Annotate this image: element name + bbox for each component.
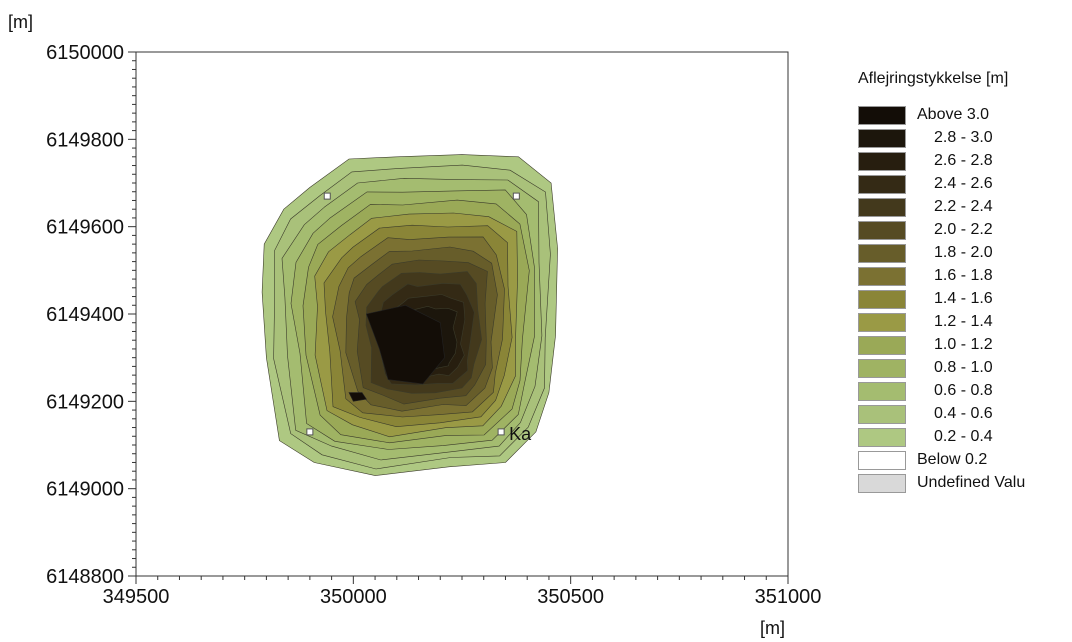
legend-item: 1.0 - 1.2 (858, 334, 1072, 357)
y-axis-unit-label: [m] (8, 12, 33, 32)
legend-swatch (858, 382, 906, 401)
station-label: Ka (509, 424, 532, 444)
legend-title: Aflejringstykkelse [m] (858, 70, 1009, 87)
legend-swatch (858, 428, 906, 447)
legend-label: 2.2 - 2.4 (934, 198, 993, 215)
legend-swatch (858, 405, 906, 424)
y-tick-label: 6149000 (46, 479, 124, 501)
legend-label: 0.2 - 0.4 (934, 428, 993, 445)
legend-label: 0.8 - 1.0 (934, 359, 993, 376)
station-marker-4 (497, 428, 505, 436)
contour-peak-2 (348, 392, 367, 402)
legend-swatch (858, 106, 906, 125)
legend-label: 1.8 - 2.0 (934, 244, 993, 261)
legend-swatch (858, 221, 906, 240)
legend-label: Below 0.2 (917, 451, 988, 468)
y-tick-label: 6149600 (46, 217, 124, 239)
legend-item: 2.2 - 2.4 (858, 196, 1072, 219)
legend-swatch (858, 290, 906, 309)
legend-swatch (858, 359, 906, 378)
x-tick-label: 349500 (103, 586, 170, 608)
axes-layer: 349500 350000 350500 351000 6150000 6149800 61… (46, 42, 821, 608)
legend-swatch (858, 198, 906, 217)
legend-swatch (858, 313, 906, 332)
legend-item: 2.6 - 2.8 (858, 150, 1072, 173)
legend-swatch (858, 267, 906, 286)
legend-item: 2.8 - 3.0 (858, 127, 1072, 150)
legend-item: 1.6 - 1.8 (858, 265, 1072, 288)
legend-label: 2.0 - 2.2 (934, 221, 993, 238)
legend-item: 0.6 - 0.8 (858, 380, 1072, 403)
point-layer: Ka (306, 192, 532, 444)
legend-item: 0.4 - 0.6 (858, 403, 1072, 426)
legend-item: 2.0 - 2.2 (858, 219, 1072, 242)
legend-items: Above 3.0 2.8 - 3.0 2.6 - 2.8 2.4 - 2.6 2.2 … (858, 104, 1072, 495)
legend-item: 2.4 - 2.6 (858, 173, 1072, 196)
contour-peak-1 (365, 304, 445, 385)
x-tick-label: 350000 (320, 586, 387, 608)
legend-label: Undefined Valu (917, 474, 1026, 491)
x-tick-label: 351000 (755, 586, 822, 608)
legend-item: Undefined Valu (858, 472, 1072, 495)
legend-label: 1.0 - 1.2 (934, 336, 993, 353)
station-marker-1 (323, 192, 331, 200)
legend-item: 0.8 - 1.0 (858, 357, 1072, 380)
legend-label: 2.6 - 2.8 (934, 152, 993, 169)
y-tick-label: 6150000 (46, 42, 124, 64)
x-tick-label: 350500 (537, 586, 604, 608)
station-marker-2 (512, 192, 520, 200)
y-tick-label: 6148800 (46, 566, 124, 588)
station-marker-3 (306, 428, 314, 436)
legend-label: 1.4 - 1.6 (934, 290, 993, 307)
y-tick-label: 6149200 (46, 391, 124, 413)
legend-swatch (858, 152, 906, 171)
legend-label: 2.4 - 2.6 (934, 175, 993, 192)
y-tick-label: 6149800 (46, 129, 124, 151)
legend-item: Above 3.0 (858, 104, 1072, 127)
legend-item: Below 0.2 (858, 449, 1072, 472)
legend-swatch (858, 129, 906, 148)
x-axis-unit-label: [m] (760, 618, 785, 638)
legend-item: 1.8 - 2.0 (858, 242, 1072, 265)
legend-item: 0.2 - 0.4 (858, 426, 1072, 449)
legend-swatch (858, 336, 906, 355)
legend-swatch (858, 474, 906, 493)
legend-label: 0.6 - 0.8 (934, 382, 993, 399)
legend-item: 1.2 - 1.4 (858, 311, 1072, 334)
legend-label: Above 3.0 (917, 106, 990, 123)
legend-label: 1.6 - 1.8 (934, 267, 993, 284)
legend-item: 1.4 - 1.6 (858, 288, 1072, 311)
legend-swatch (858, 451, 906, 470)
legend-label: 2.8 - 3.0 (934, 129, 993, 146)
legend-swatch (858, 175, 906, 194)
legend-label: 0.4 - 0.6 (934, 405, 993, 422)
peak-layer (348, 304, 445, 402)
legend-label: 1.2 - 1.4 (934, 313, 993, 330)
legend-swatch (858, 244, 906, 263)
y-tick-label: 6149400 (46, 304, 124, 326)
